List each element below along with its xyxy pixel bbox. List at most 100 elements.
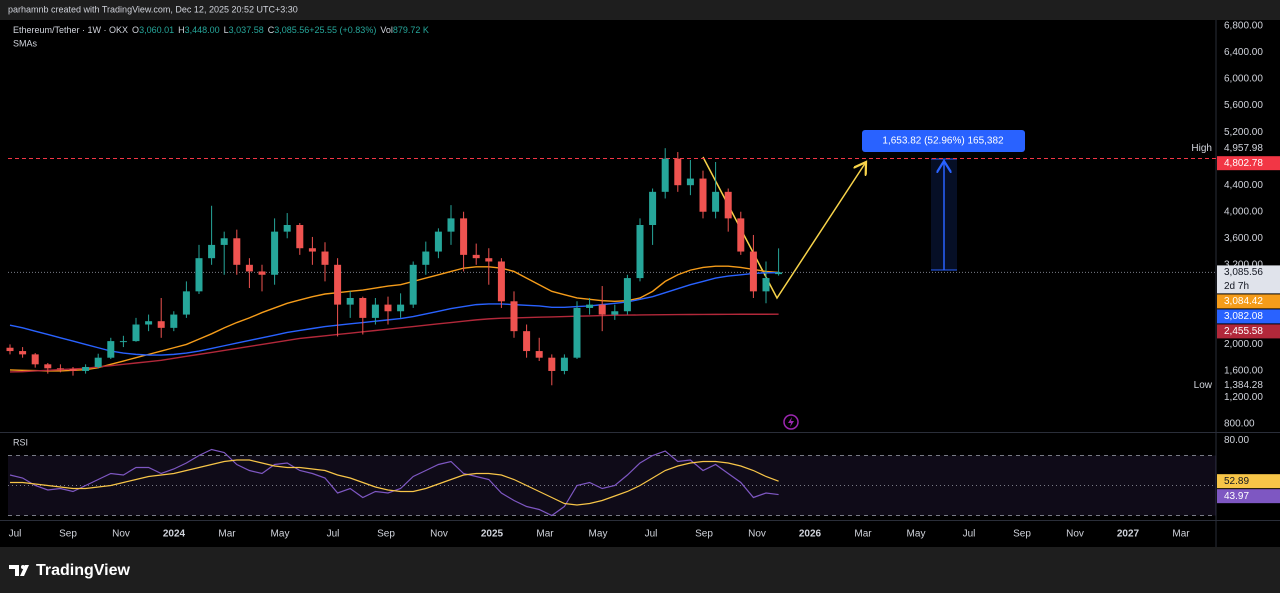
candle-body	[271, 231, 279, 275]
y-tick-label: 6,000.00	[1224, 74, 1263, 85]
x-tick-label: 2026	[799, 529, 822, 540]
legend-value: 879.72 K	[393, 25, 429, 35]
sma-line	[9, 271, 779, 356]
footer-bar	[0, 547, 1280, 593]
candle-body	[775, 272, 783, 275]
x-tick-label: Mar	[536, 529, 554, 540]
candle-body	[649, 191, 657, 226]
candle-body	[233, 238, 241, 265]
rsi-value-label: 52.89	[1224, 476, 1249, 487]
candle-body	[422, 251, 430, 265]
candle-body	[724, 191, 732, 219]
y-tick-label: 3,600.00	[1224, 233, 1263, 244]
x-tick-label: Jul	[9, 529, 22, 540]
rsi-tick-label: 80.00	[1224, 435, 1249, 446]
legend-key: H	[178, 25, 185, 35]
y-tick-label: 6,400.00	[1224, 47, 1263, 58]
rsi-title: RSI	[13, 437, 28, 447]
candle-body	[56, 368, 64, 370]
sma-label: 2,455.58	[1224, 326, 1263, 337]
candle-body	[573, 307, 581, 358]
candle-body	[220, 238, 228, 245]
candle-body	[749, 251, 757, 292]
sma-tag	[1217, 324, 1280, 339]
candle-body	[334, 264, 342, 305]
price-line-label: 4,802.78	[1224, 158, 1263, 169]
sma-label: 3,084.42	[1224, 296, 1263, 307]
logo-dot	[21, 565, 25, 569]
x-tick-label: Nov	[1066, 529, 1084, 540]
x-tick-label: Sep	[695, 529, 713, 540]
candle-body	[245, 264, 253, 272]
candle-body	[712, 191, 720, 212]
legend-key: O	[132, 25, 139, 35]
candle-body	[535, 351, 543, 358]
current-price-tag	[1217, 265, 1280, 294]
x-tick-label: May	[271, 529, 290, 540]
sma-label: 3,082.08	[1224, 311, 1263, 322]
x-tick-label: Nov	[430, 529, 448, 540]
y-tick-label: 4,000.00	[1224, 206, 1263, 217]
candle-body	[6, 347, 14, 352]
x-tick-label: Jul	[327, 529, 340, 540]
x-tick-label: 2027	[1117, 529, 1140, 540]
sma-tag	[1217, 294, 1280, 309]
candle-body	[19, 351, 27, 355]
rsi-tag	[1217, 474, 1280, 489]
sma-line	[9, 265, 779, 372]
rsi-value-label: 43.97	[1224, 491, 1249, 502]
legend-value: 3,060.01	[139, 25, 174, 35]
x-tick-label: Sep	[59, 529, 77, 540]
candle-body	[447, 218, 455, 232]
legend-value: 3,085.56	[274, 25, 309, 35]
candle-body	[686, 178, 694, 186]
candle-body	[397, 304, 405, 312]
x-tick-label: 2025	[481, 529, 504, 540]
y-tick-label: 5,600.00	[1224, 100, 1263, 111]
legend-value: 3,037.58	[229, 25, 264, 35]
candle-body	[523, 331, 531, 352]
event-icon-bolt	[788, 417, 794, 427]
x-tick-label: May	[907, 529, 926, 540]
x-tick-label: Sep	[377, 529, 395, 540]
candle-body	[623, 278, 631, 312]
candle-body	[119, 341, 127, 343]
legend-key: C	[268, 25, 275, 35]
chart-area	[0, 20, 1280, 547]
legend-key: Vol	[380, 25, 393, 35]
candle-body	[82, 366, 90, 371]
candle-body	[296, 225, 304, 249]
sma-tag	[1217, 309, 1280, 324]
measure-label: 1,653.82 (52.96%) 165,382	[882, 136, 1004, 147]
candle-body	[472, 254, 480, 259]
candle-body	[321, 251, 329, 265]
current-price-label: 3,085.56	[1224, 267, 1263, 278]
candle-body	[384, 304, 392, 312]
event-icon[interactable]	[783, 414, 799, 430]
x-tick-label: May	[589, 529, 608, 540]
candle-body	[170, 314, 178, 328]
candle-body	[699, 178, 707, 212]
x-tick-label: Nov	[112, 529, 130, 540]
candle-body	[94, 357, 102, 367]
y-tick-label: 2,000.00	[1224, 339, 1263, 350]
candle-body	[359, 297, 367, 318]
candle-body	[132, 324, 140, 342]
legend-key: L	[224, 25, 229, 35]
candle-body	[485, 258, 493, 262]
low-value: 1,384.28	[1224, 380, 1263, 391]
candle-body	[195, 258, 203, 292]
x-tick-label: Mar	[1172, 529, 1190, 540]
x-tick-label: 2024	[163, 529, 186, 540]
candle-body	[560, 357, 568, 371]
candle-body	[737, 218, 745, 252]
candle-body	[460, 218, 468, 255]
y-tick-label: 6,800.00	[1224, 21, 1263, 32]
legend-title: Ethereum/Tether · 1W · OKX	[13, 25, 128, 35]
y-tick-label: 800.00	[1224, 419, 1255, 430]
x-tick-label: Mar	[218, 529, 236, 540]
measure-box	[862, 130, 1025, 152]
candle-body	[661, 158, 669, 192]
x-tick-label: Mar	[854, 529, 872, 540]
